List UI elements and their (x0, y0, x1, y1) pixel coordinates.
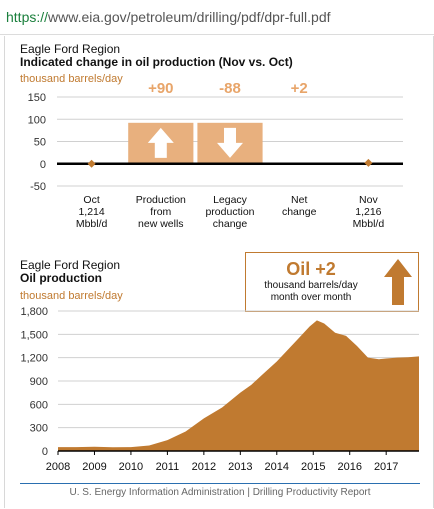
y-tick-label: 1,200 (20, 353, 48, 365)
chart2-ylabel: thousand barrels/day (20, 290, 123, 302)
url-text[interactable]: https://www.eia.gov/petroleum/drilling/p… (6, 9, 331, 25)
footer-rule (20, 483, 420, 484)
x-category-label: Nov (359, 194, 378, 206)
y-tick-label: 50 (34, 137, 46, 149)
x-category-label: change (213, 218, 248, 230)
bar-value-label: +90 (148, 80, 173, 97)
callout-headline: Oil +2 (286, 259, 336, 279)
diamond-marker (87, 159, 96, 168)
x-category-label: Oct (83, 194, 99, 206)
x-category-label: change (282, 206, 317, 218)
chart2-title: Oil production (20, 271, 102, 285)
chart1-title: Indicated change in oil production (Nov … (20, 55, 293, 69)
x-tick-label: 2013 (228, 461, 252, 473)
x-tick-label: 2012 (192, 461, 216, 473)
y-tick-label: 1,800 (20, 306, 48, 318)
diamond-marker (364, 158, 373, 167)
x-category-label: Production (136, 194, 186, 206)
x-category-label: production (205, 206, 254, 218)
x-tick-label: 2011 (156, 461, 180, 473)
x-tick-label: 2015 (301, 461, 325, 473)
x-category-label: 1,214 (78, 206, 104, 218)
y-tick-label: 1,500 (20, 329, 48, 341)
x-tick-label: 2016 (337, 461, 361, 473)
y-tick-label: 600 (30, 399, 48, 411)
bar-value-label: +2 (291, 80, 308, 97)
down-arrow-icon (217, 127, 243, 158)
y-tick-label: 900 (30, 376, 48, 388)
y-tick-label: -50 (30, 181, 46, 193)
chart1-region: Eagle Ford Region (20, 42, 121, 56)
y-tick-label: 100 (28, 114, 46, 126)
y-tick-label: 0 (40, 159, 46, 171)
x-category-label: Mbbl/d (76, 218, 108, 230)
chart1-ylabel: thousand barrels/day (20, 73, 123, 85)
y-tick-label: 150 (28, 92, 46, 104)
x-tick-label: 2017 (374, 461, 398, 473)
x-tick-label: 2014 (265, 461, 289, 473)
address-bar[interactable]: https://www.eia.gov/petroleum/drilling/p… (0, 0, 434, 35)
production-area (58, 320, 419, 451)
y-tick-label: 0 (42, 446, 48, 458)
callout-subtext: thousand barrels/day month over month (264, 280, 358, 303)
chart2-region: Eagle Ford Region (20, 258, 121, 272)
x-tick-label: 2010 (119, 461, 143, 473)
x-tick-label: 2008 (46, 461, 70, 473)
x-category-label: new wells (138, 218, 184, 230)
up-arrow-icon (147, 127, 174, 158)
production-callout: Oil +2 thousand barrels/day month over mo… (245, 252, 419, 312)
bar-value-label: -88 (219, 80, 241, 97)
x-category-label: Legacy (213, 194, 248, 206)
up-arrow-icon (384, 259, 412, 305)
x-category-label: Net (291, 194, 307, 206)
y-tick-label: 300 (30, 423, 48, 435)
x-tick-label: 2009 (82, 461, 106, 473)
x-category-label: Mbbl/d (353, 218, 385, 230)
footer-text: U. S. Energy Information Administration … (69, 487, 371, 498)
x-category-label: 1,216 (355, 206, 381, 218)
x-category-label: from (150, 206, 171, 218)
